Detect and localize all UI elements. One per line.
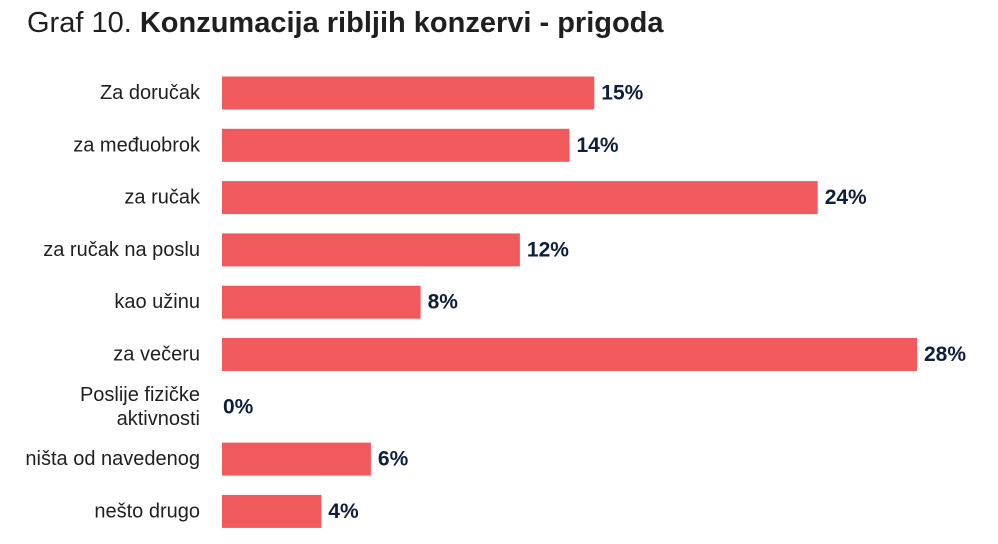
value-label-6: 0% xyxy=(223,395,254,418)
category-label-7: ništa od navedenog xyxy=(25,448,200,470)
category-label-3: za ručak na poslu xyxy=(43,239,200,261)
value-label-4: 8% xyxy=(428,291,459,314)
bar-2 xyxy=(222,181,818,215)
category-label-line: za ručak xyxy=(124,187,201,209)
category-label-2: za ručak xyxy=(124,187,201,209)
bar-8 xyxy=(222,494,322,528)
category-label-line: Za doručak xyxy=(100,82,201,104)
category-label-8: nešto drugo xyxy=(94,500,200,522)
category-label-line: aktivnosti xyxy=(117,408,200,430)
category-label-line: za međuobrok xyxy=(73,134,201,156)
bar-0 xyxy=(222,76,595,110)
value-label-5: 28% xyxy=(924,343,966,366)
value-label-7: 6% xyxy=(378,448,409,471)
category-label-line: za večeru xyxy=(113,344,200,366)
category-label-1: za međuobrok xyxy=(73,134,201,156)
bar-5 xyxy=(222,338,917,371)
value-label-1: 14% xyxy=(577,134,619,157)
bar-4 xyxy=(222,285,421,319)
bar-1 xyxy=(222,128,570,162)
value-label-2: 24% xyxy=(825,186,867,209)
bar-7 xyxy=(222,442,371,476)
category-label-line: kao užinu xyxy=(114,291,200,313)
value-label-0: 15% xyxy=(601,82,643,105)
bar-3 xyxy=(222,233,520,267)
category-label-line: za ručak na poslu xyxy=(43,239,200,261)
value-label-3: 12% xyxy=(527,238,569,261)
category-label-5: za večeru xyxy=(113,344,200,366)
value-label-8: 4% xyxy=(328,500,359,523)
category-label-line: nešto drugo xyxy=(94,500,200,522)
chart-title-prefix: Graf 10. xyxy=(27,7,132,39)
category-label-6: Poslije fizičke aktivnosti xyxy=(80,384,200,430)
chart-title-main: Konzumacija ribljih konzervi - prigoda xyxy=(139,7,664,39)
category-label-line: Poslije fizičke xyxy=(80,384,200,406)
category-label-line: ništa od navedenog xyxy=(25,448,200,470)
chart-title: Graf 10. Konzumacija ribljih konzervi - … xyxy=(27,4,664,42)
category-label-4: kao užinu xyxy=(114,291,200,313)
category-label-0: Za doručak xyxy=(100,82,201,104)
